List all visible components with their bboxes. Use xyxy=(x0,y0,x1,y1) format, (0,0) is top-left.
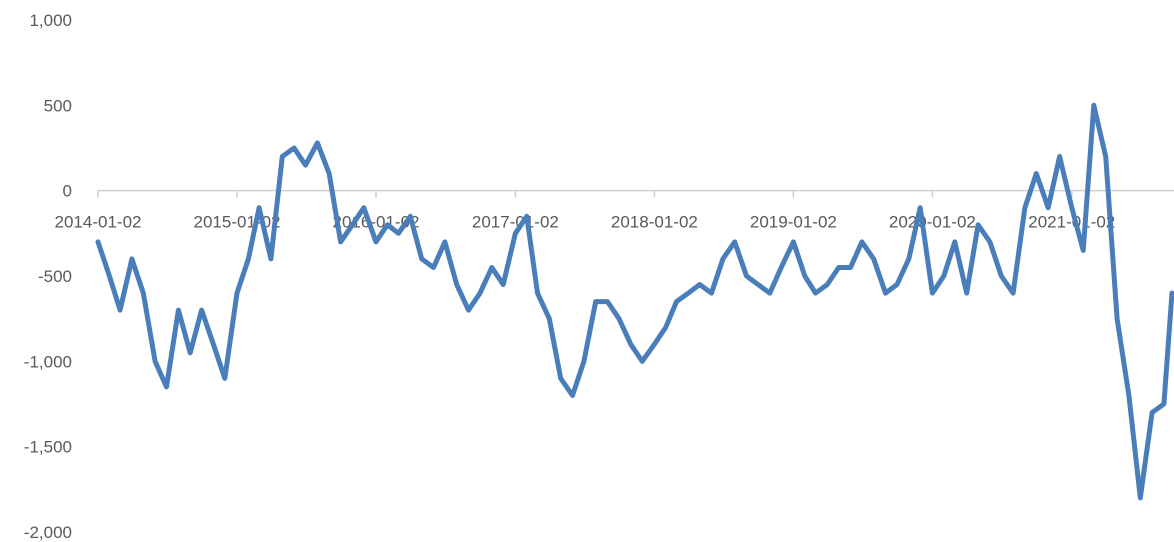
x-tick-label: 2016-01-02 xyxy=(333,213,420,232)
y-tick-label: 500 xyxy=(44,96,72,115)
x-tick-label: 2015-01-02 xyxy=(194,213,281,232)
x-axis-ticks: 2014-01-02 2015-01-02 2016-01-02 2017-01-02… xyxy=(55,190,1115,232)
y-tick-label: -1,000 xyxy=(24,352,72,371)
x-tick-label: 2017-01-02 xyxy=(472,213,559,232)
y-tick-label: -500 xyxy=(38,267,72,286)
series-line xyxy=(95,102,1174,501)
y-tick-label: 1,000 xyxy=(29,11,72,30)
x-tick-label: 2014-01-02 xyxy=(55,213,142,232)
y-tick-label: -2,000 xyxy=(24,523,72,542)
y-axis-ticks: 1,000 500 0 -500 -1,000 -1,500 -2,000 xyxy=(24,11,72,542)
x-tick-label: 2021-01-02 xyxy=(1028,213,1115,232)
x-tick-label: 2018-01-02 xyxy=(611,213,698,232)
x-tick-label: 2019-01-02 xyxy=(750,213,837,232)
x-tick-label: 2020-01-02 xyxy=(889,213,976,232)
y-tick-label: 0 xyxy=(63,182,72,201)
y-tick-label: -1,500 xyxy=(24,438,72,457)
